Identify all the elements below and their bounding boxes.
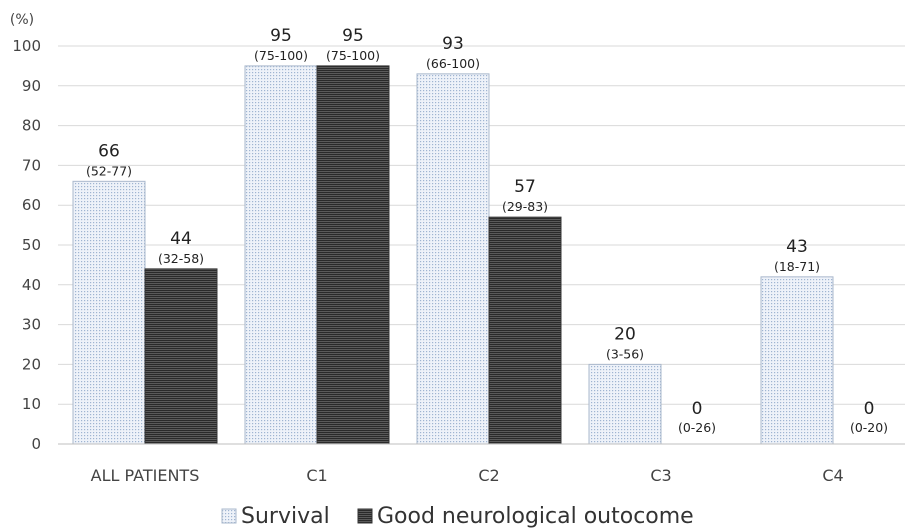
bar-good-neuro bbox=[488, 216, 562, 445]
ci-label: (75-100) bbox=[326, 48, 380, 63]
ci-label: (0-26) bbox=[678, 420, 716, 435]
bar-survival bbox=[72, 180, 146, 445]
x-tick-label: C1 bbox=[306, 466, 327, 485]
legend-label: Survival bbox=[241, 504, 330, 529]
bar-survival bbox=[588, 363, 662, 445]
y-tick-label: 20 bbox=[22, 355, 41, 373]
ci-label: (52-77) bbox=[86, 163, 132, 178]
legend-swatch bbox=[357, 508, 373, 524]
y-tick-label: 100 bbox=[12, 37, 41, 55]
data-label: 0 bbox=[692, 399, 703, 419]
data-label: 44 bbox=[170, 229, 192, 249]
data-label: 57 bbox=[514, 177, 536, 197]
y-tick-label: 80 bbox=[22, 117, 41, 135]
y-tick-label: 30 bbox=[22, 316, 41, 334]
y-axis-unit-label: (%) bbox=[10, 12, 34, 28]
data-label: 95 bbox=[270, 26, 292, 46]
bar-good-neuro bbox=[316, 65, 390, 445]
y-tick-label: 40 bbox=[22, 276, 41, 294]
legend: Survival Good neurological outocome bbox=[221, 504, 694, 529]
ci-label: (3-56) bbox=[606, 346, 644, 361]
bar-survival bbox=[416, 73, 490, 445]
y-tick-label: 70 bbox=[22, 156, 41, 174]
ci-label: (32-58) bbox=[158, 251, 204, 266]
x-tick-label: C3 bbox=[650, 466, 671, 485]
data-label: 0 bbox=[864, 399, 875, 419]
data-label: 43 bbox=[786, 237, 808, 257]
x-tick-label: C2 bbox=[478, 466, 499, 485]
ci-label: (66-100) bbox=[426, 56, 480, 71]
bar-good-neuro bbox=[144, 268, 218, 445]
ci-label: (0-20) bbox=[850, 420, 888, 435]
y-tick-label: 10 bbox=[22, 395, 41, 413]
y-tick-label: 50 bbox=[22, 236, 41, 254]
ci-label: (29-83) bbox=[502, 199, 548, 214]
bar-survival bbox=[760, 276, 834, 445]
y-tick-label: 0 bbox=[31, 435, 41, 453]
ci-label: (75-100) bbox=[254, 48, 308, 63]
y-tick-label: 60 bbox=[22, 196, 41, 214]
data-label: 93 bbox=[442, 34, 464, 54]
y-tick-label: 90 bbox=[22, 77, 41, 95]
bar-survival bbox=[244, 65, 318, 445]
x-tick-label: C4 bbox=[822, 466, 843, 485]
data-label: 95 bbox=[342, 26, 364, 46]
data-label: 66 bbox=[98, 141, 120, 161]
value-labels: 66 (52-77) 44 (32-58) 95 (75-100) 95 (75-100) 93… bbox=[86, 26, 888, 435]
ci-label: (18-71) bbox=[774, 259, 820, 274]
x-axis: ALL PATIENTS C1 C2 C3 C4 bbox=[91, 466, 844, 485]
data-label: 20 bbox=[614, 324, 636, 344]
legend-label: Good neurological outocome bbox=[377, 504, 694, 529]
legend-swatch bbox=[221, 508, 237, 524]
x-tick-label: ALL PATIENTS bbox=[91, 466, 200, 485]
y-axis: 0 10 20 30 40 50 60 70 80 90 100 bbox=[12, 37, 41, 453]
